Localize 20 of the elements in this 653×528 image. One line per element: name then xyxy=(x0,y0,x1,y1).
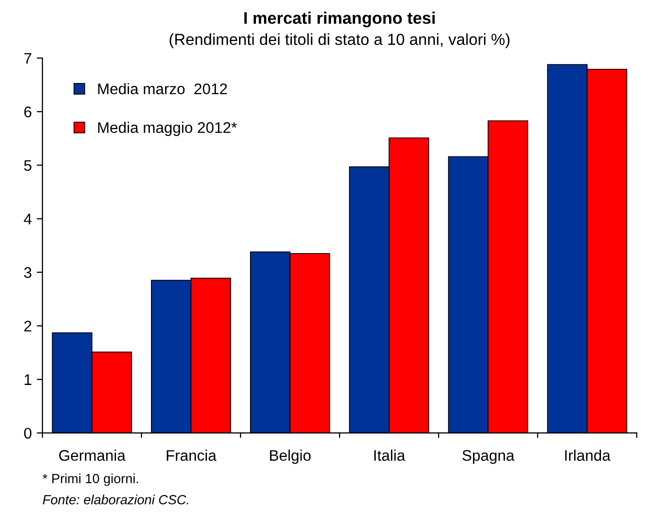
x-tick-label: Irlanda xyxy=(565,450,611,461)
x-tick-label: Spagna xyxy=(462,450,514,464)
text: * Primi 10 giorni. xyxy=(42,474,138,486)
legend-label: Media marzo 2012 xyxy=(98,83,227,94)
legend-label: Media maggio 2012* xyxy=(98,122,237,136)
x-tick-label: Italia xyxy=(374,450,406,461)
y-tick-label: 0 xyxy=(24,428,32,439)
x-tick-label: Francia xyxy=(166,450,216,461)
chart-title: I mercati rimangono tesi xyxy=(244,12,435,28)
y-tick-label: 3 xyxy=(24,267,32,278)
chart-subtitle: (Rendimenti dei titoli di stato a 10 anni, valori %) xyxy=(170,33,510,48)
y-tick-label: 2 xyxy=(24,320,32,332)
y-tick-label: 4 xyxy=(24,214,32,224)
y-tick-label: 1 xyxy=(24,374,32,385)
x-tick-label: Germania xyxy=(59,450,126,461)
y-tick-label: 5 xyxy=(24,160,32,171)
source-note: Fonte: elaborazioni CSC. xyxy=(42,494,188,504)
y-tick-label: 6 xyxy=(24,106,32,118)
y-tick-label: 7 xyxy=(24,53,32,64)
x-tick-label: Belgio xyxy=(270,450,311,464)
